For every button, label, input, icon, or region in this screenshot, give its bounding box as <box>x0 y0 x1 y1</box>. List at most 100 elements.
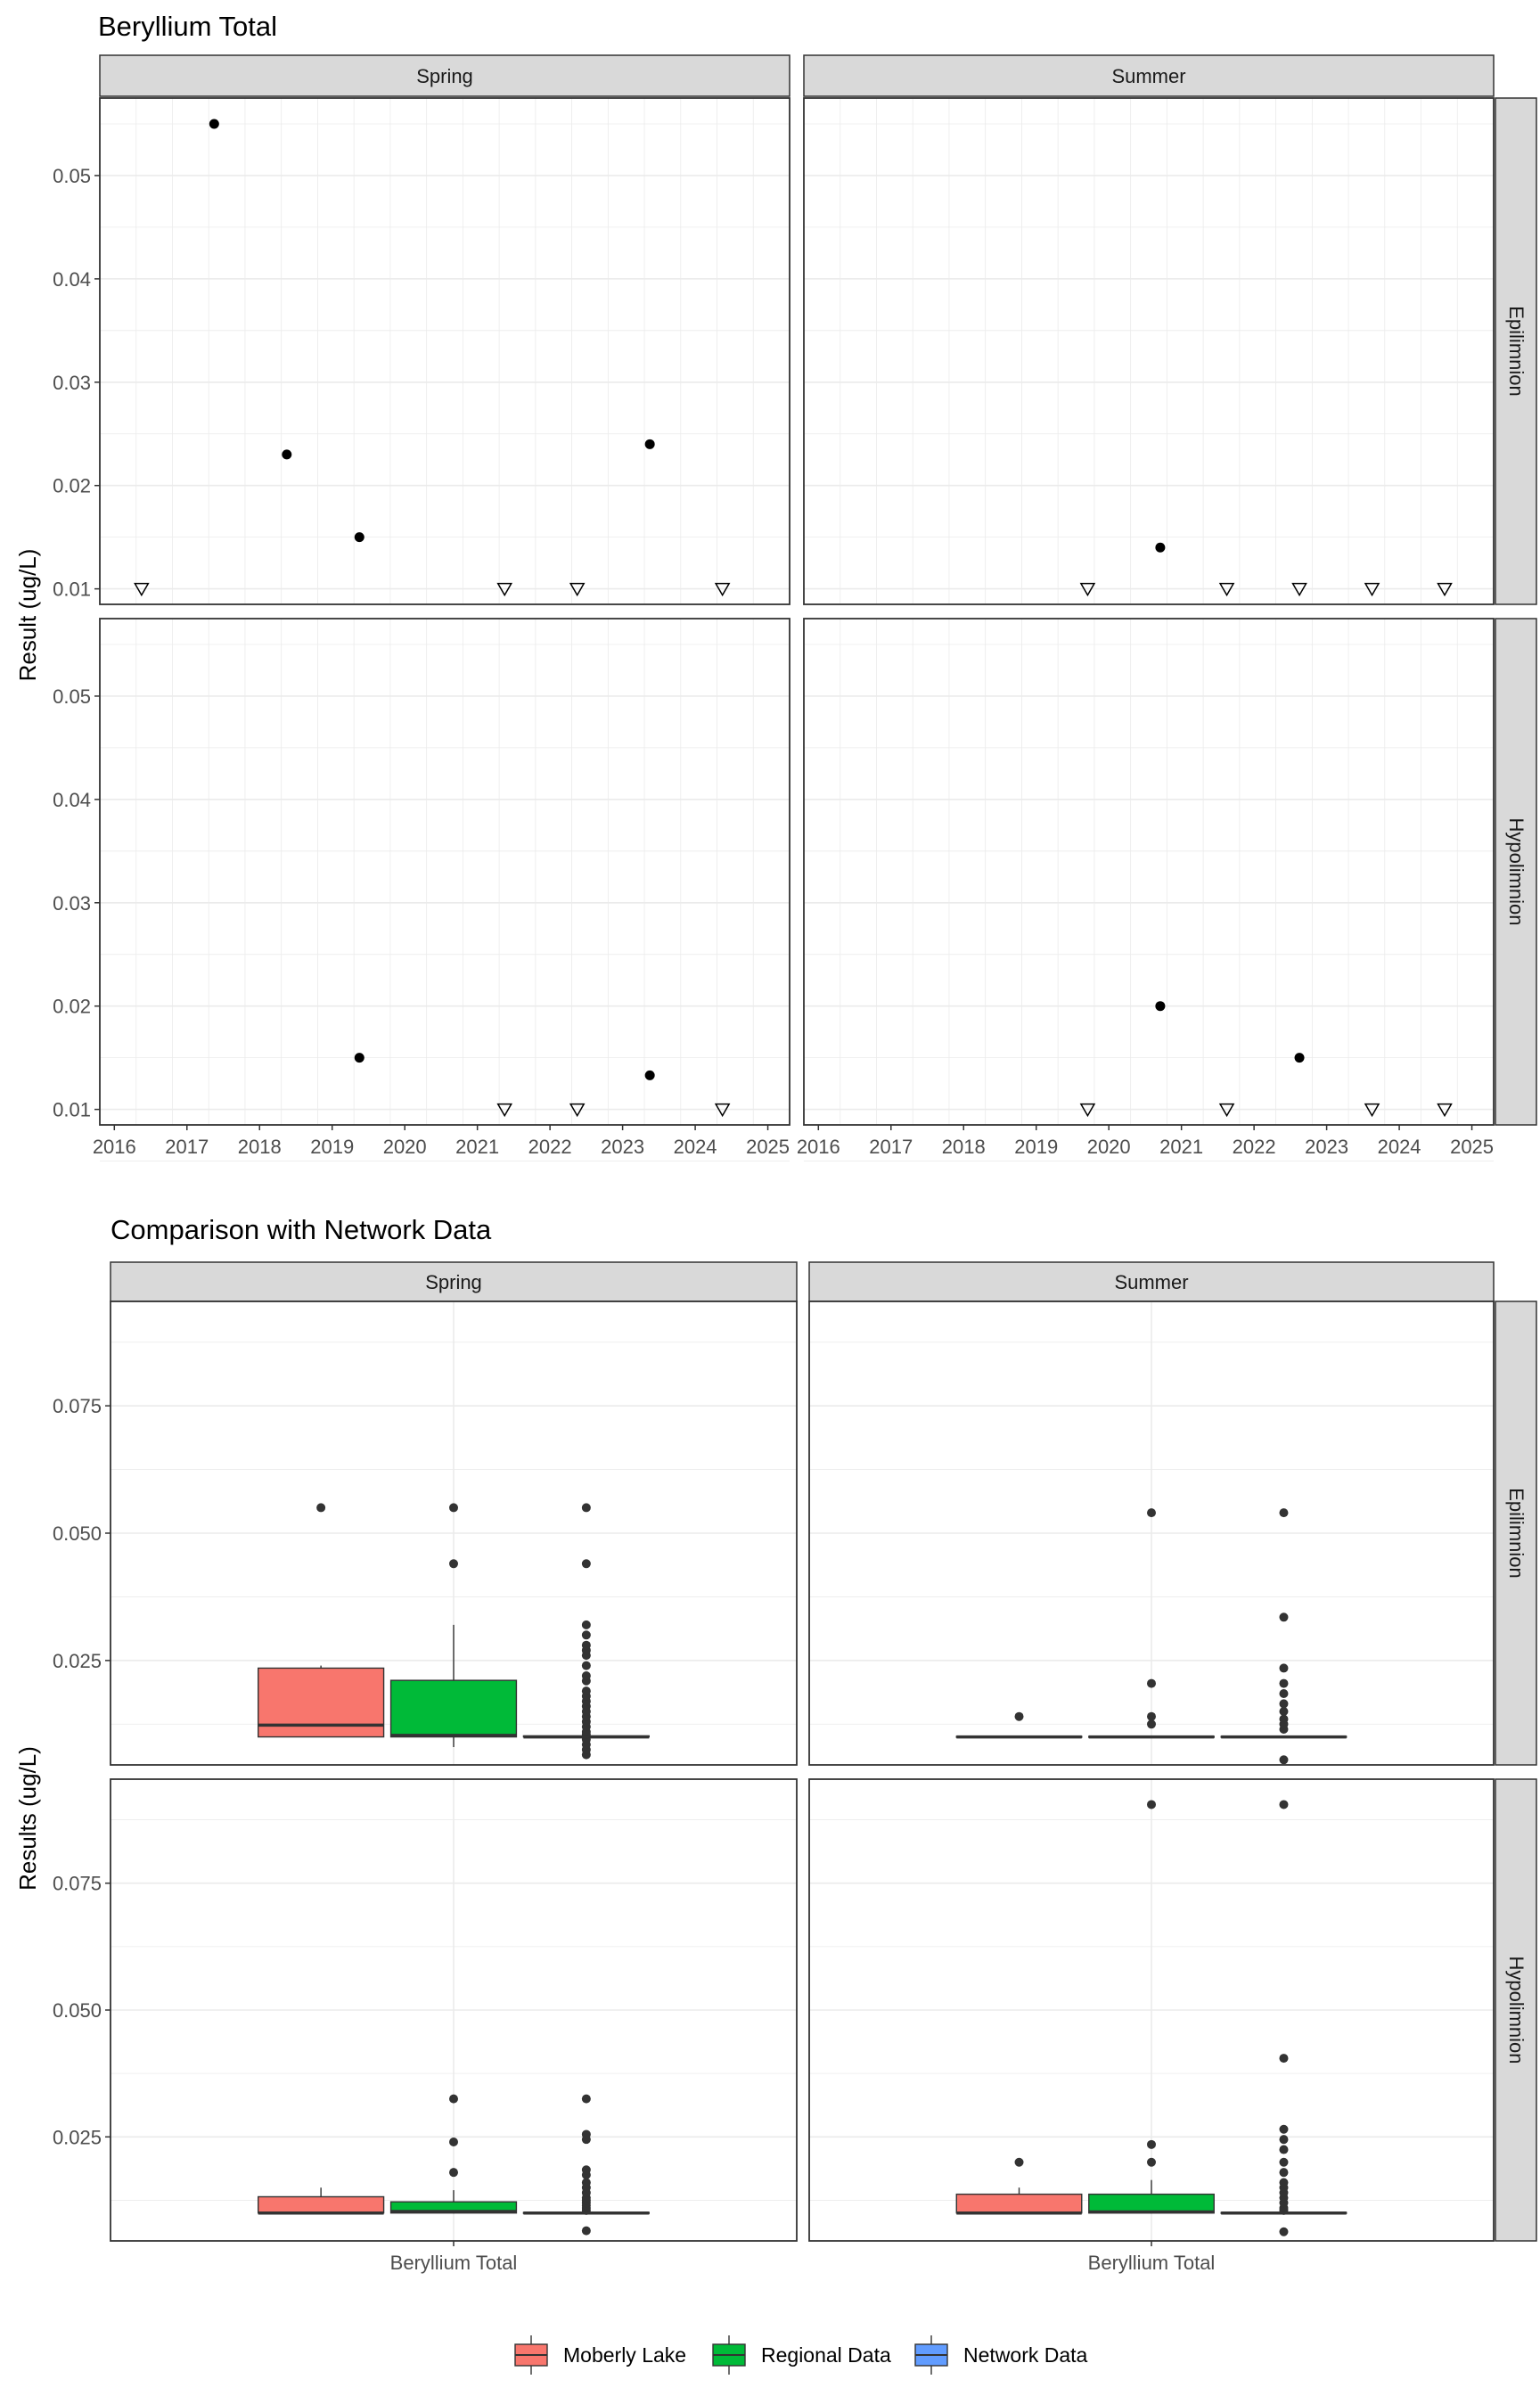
chart-2-x-tick-label: Beryllium Total <box>390 2252 518 2274</box>
chart-1-panel-bg <box>100 98 790 604</box>
chart-1-x-tick-label: 2020 <box>383 1136 427 1158</box>
chart-1-strip-hypolimnion <box>1495 618 1537 1126</box>
chart-2-box <box>258 2195 385 2214</box>
chart-1-x-tick-label: 2024 <box>674 1136 717 1158</box>
chart-2-outlier-point <box>1279 2054 1289 2064</box>
chart-1-detected-point <box>644 1070 655 1080</box>
chart-1-below-detection-point <box>1437 582 1453 597</box>
chart-1-below-detection-point <box>1218 1103 1235 1118</box>
chart-1-y-axis-label: Result (ug/L) <box>14 549 41 682</box>
chart-1-y-tick-label: 0.03 <box>53 372 91 394</box>
chart-1-panel-border <box>99 618 790 1126</box>
chart-2-outlier-point <box>581 1559 591 1569</box>
chart-2-outlier-point <box>1014 2157 1024 2167</box>
chart-2-outlier-point <box>581 1620 591 1629</box>
chart-2-x-tick-label: Beryllium Total <box>1088 2252 1216 2274</box>
chart-1-below-detection-point <box>1364 582 1380 597</box>
chart-1-strip-epilimnion <box>1495 97 1537 605</box>
chart-2-outlier-point <box>581 2165 591 2175</box>
chart-1-detected-point <box>1155 542 1166 553</box>
chart-2-outlier-point <box>1279 1508 1289 1518</box>
chart-1-strip-label: Spring <box>416 65 473 87</box>
chart-2-outlier-point <box>449 2138 458 2146</box>
chart-2-outlier-point <box>1279 2145 1289 2154</box>
chart-2-outlier-point <box>449 2094 458 2104</box>
chart-2-outlier-point <box>449 2168 458 2178</box>
chart-2-outlier-point <box>1147 2139 1156 2149</box>
chart-2-box <box>1088 2193 1215 2214</box>
chart-1-x-tick-label: 2019 <box>1014 1136 1058 1158</box>
chart-1-panel-bg <box>804 98 1494 604</box>
chart-2-box <box>389 1679 518 1738</box>
chart-2-outlier-point <box>581 1640 591 1650</box>
chart-2-strip-label: Spring <box>425 1271 482 1293</box>
chart-1-detected-point <box>282 449 292 460</box>
chart-1-strip-summer <box>803 54 1495 97</box>
chart-1-y-tick-label: 0.02 <box>53 475 91 497</box>
chart-1-panel-border <box>803 97 1495 605</box>
chart-2-outlier-point <box>1147 1719 1156 1729</box>
chart-2-outlier-point <box>1147 2157 1156 2167</box>
chart-1-y-tick-label: 0.01 <box>53 1099 91 1121</box>
chart-2-y-tick-label: 0.050 <box>53 1522 102 1545</box>
chart-2-outlier-point <box>1279 1612 1289 1622</box>
chart-1-below-detection-point <box>714 582 731 597</box>
chart-1-panel-bg <box>100 619 790 1125</box>
chart-1-below-detection-point <box>1364 1103 1380 1118</box>
chart-1-below-detection-point <box>1291 582 1307 597</box>
chart-1-y-tick-label: 0.01 <box>53 578 91 601</box>
chart-2-panel-border <box>808 1301 1495 1766</box>
chart-2-outlier-point <box>581 1630 591 1640</box>
chart-2-strip-label: Epilimnion <box>1505 1488 1528 1579</box>
chart-1-y-tick-label: 0.04 <box>53 268 91 291</box>
chart-1-title: Beryllium Total <box>98 11 277 42</box>
chart-1-y-tick-label: 0.05 <box>53 165 91 187</box>
chart-2-strip-label: Hypolimnion <box>1505 1956 1528 2064</box>
chart-2-outlier-point <box>1147 1711 1156 1721</box>
chart-1-detected-point <box>1294 1053 1305 1063</box>
chart-2-outlier-point <box>1279 2227 1289 2236</box>
chart-1-panel-border <box>803 618 1495 1126</box>
chart-2-y-axis-label: Results (ug/L) <box>14 1746 41 1891</box>
chart-1-below-detection-point <box>1079 582 1096 597</box>
chart-1-x-tick-label: 2025 <box>746 1136 790 1158</box>
chart-2-outlier-point <box>1279 2168 1289 2178</box>
chart-1-y-tick-label: 0.05 <box>53 685 91 708</box>
chart-2-outlier-point <box>1279 2157 1289 2167</box>
chart-1-x-tick-label: 2017 <box>165 1136 209 1158</box>
chart-2-outlier-point <box>581 1671 591 1680</box>
legend-label: Moberly Lake <box>563 2343 686 2367</box>
chart-2-y-tick-label: 0.025 <box>53 1650 102 1672</box>
chart-2-outlier-point <box>1147 1678 1156 1688</box>
legend-label: Network Data <box>963 2343 1088 2367</box>
chart-1-x-tick-label: 2016 <box>93 1136 136 1158</box>
chart-1-y-tick-label: 0.03 <box>53 892 91 915</box>
chart-2-outlier-point <box>316 1503 326 1513</box>
chart-2-outlier-point <box>581 1686 591 1696</box>
chart-1-x-tick-label: 2022 <box>528 1136 572 1158</box>
chart-2-strip-hypolimnion <box>1495 1778 1537 2242</box>
chart-2-y-tick-label: 0.075 <box>53 1395 102 1417</box>
chart-1-panel-border <box>99 97 790 605</box>
chart-1-below-detection-point <box>496 1103 513 1118</box>
chart-1-x-tick-label: 2016 <box>797 1136 840 1158</box>
chart-2-outlier-point <box>1279 1755 1289 1765</box>
chart-1-below-detection-point <box>569 1103 586 1118</box>
chart-1-x-tick-label: 2018 <box>238 1136 282 1158</box>
chart-1-detected-point <box>354 532 365 543</box>
chart-1-x-tick-label: 2018 <box>942 1136 986 1158</box>
chart-1-x-tick-label: 2023 <box>601 1136 644 1158</box>
chart-1-strip-spring <box>99 54 790 97</box>
chart-1-x-tick-label: 2020 <box>1087 1136 1131 1158</box>
chart-1-detected-point <box>354 1053 365 1063</box>
chart-1-strip-label: Hypolimnion <box>1505 817 1528 925</box>
chart-2-outlier-point <box>1279 1663 1289 1673</box>
chart-2-strip-label: Summer <box>1114 1271 1188 1293</box>
chart-1-below-detection-point <box>1218 582 1235 597</box>
chart-2-outlier-point <box>1147 1800 1156 1809</box>
chart-1-x-tick-label: 2023 <box>1305 1136 1348 1158</box>
chart-1-below-detection-point <box>496 582 513 597</box>
chart-1-x-tick-label: 2025 <box>1450 1136 1494 1158</box>
chart-1-x-tick-label: 2017 <box>869 1136 913 1158</box>
